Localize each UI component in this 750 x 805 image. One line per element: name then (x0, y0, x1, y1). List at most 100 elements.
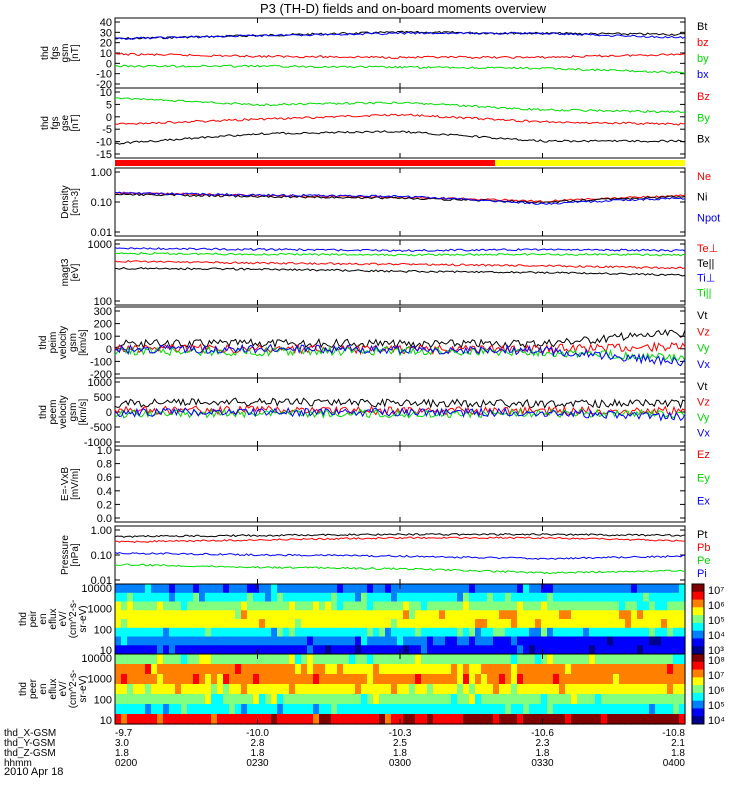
heatmap-cell (259, 601, 266, 611)
heatmap-cell (241, 636, 248, 646)
heatmap-cell (433, 592, 440, 603)
heatmap-cell (307, 584, 314, 594)
heatmap-cell (247, 610, 254, 620)
heatmap-cell (241, 592, 248, 603)
heatmap-cell (121, 704, 128, 715)
heatmap-cell (127, 654, 134, 665)
heatmap-cell (367, 584, 374, 594)
heatmap-cell (541, 627, 548, 638)
heatmap-cell (655, 601, 662, 611)
x-tick-label: -10.3 (389, 728, 412, 739)
heatmap-cell (139, 664, 146, 675)
heatmap-cell (121, 645, 128, 655)
heatmap-cell (577, 674, 584, 685)
heatmap-cell (595, 664, 602, 675)
heatmap-cell (535, 674, 542, 685)
heatmap-cell (151, 645, 158, 655)
heatmap-cell (223, 636, 230, 646)
heatmap-cell (283, 645, 290, 655)
colorbar-cell (692, 661, 704, 671)
series-line (114, 52, 685, 59)
heatmap-cell (415, 645, 422, 655)
heatmap-cell (307, 694, 314, 705)
heatmap-cell (217, 664, 224, 675)
heatmap-cell (679, 654, 686, 665)
heatmap-cell (187, 610, 194, 620)
heatmap-cell (343, 601, 350, 611)
heatmap-cell (487, 664, 494, 675)
heatmap-cell (361, 684, 368, 695)
heatmap-cell (553, 636, 560, 646)
heatmap-cell (331, 636, 338, 646)
heatmap-cell (475, 592, 482, 603)
heatmap-cell (469, 601, 476, 611)
heatmap-cell (643, 645, 650, 655)
y-tick-label: 300 (94, 306, 112, 318)
heatmap-cell (307, 636, 314, 646)
heatmap-cell (181, 674, 188, 685)
y-tick-label: 40 (100, 17, 112, 29)
heatmap-cell (595, 584, 602, 594)
heatmap-cell (637, 610, 644, 620)
heatmap-cell (373, 627, 380, 638)
colorbar-tick-label: 10⁶ (708, 600, 725, 612)
heatmap-cell (529, 601, 536, 611)
heatmap-cell (217, 619, 224, 629)
colorbar-cell (692, 685, 704, 694)
heatmap-cell (391, 592, 398, 603)
y-axis-label: [nT] (70, 44, 81, 61)
heatmap-cell (631, 664, 638, 675)
heatmap-cell (373, 645, 380, 655)
heatmap-cell (343, 627, 350, 638)
heatmap-cell (259, 714, 266, 725)
heatmap-cell (175, 601, 182, 611)
heatmap-cell (559, 610, 566, 620)
heatmap-cell (283, 601, 290, 611)
heatmap-cell (427, 584, 434, 594)
y-axis-label: thd (18, 612, 29, 626)
heatmap-cell (217, 592, 224, 603)
heatmap-cell (559, 654, 566, 665)
y-tick-label: 0.01 (91, 227, 112, 239)
heatmap-cell (607, 674, 614, 685)
heatmap-cell (403, 601, 410, 611)
heatmap-cell (253, 684, 260, 695)
heatmap-cell (463, 601, 470, 611)
heatmap-cell (571, 694, 578, 705)
heatmap-cell (391, 674, 398, 685)
heatmap-cell (499, 592, 506, 603)
heatmap-cell (427, 674, 434, 685)
heatmap-cell (505, 627, 512, 638)
heatmap-cell (379, 684, 386, 695)
heatmap-cell (475, 619, 482, 629)
heatmap-cell (481, 714, 488, 725)
heatmap-cell (475, 636, 482, 646)
heatmap-cell (547, 592, 554, 603)
heatmap-cell (223, 592, 230, 603)
heatmap-cell (505, 684, 512, 695)
heatmap-cell (523, 636, 530, 646)
heatmap-cell (493, 610, 500, 620)
heatmap-cell (643, 584, 650, 594)
heatmap-cell (595, 627, 602, 638)
heatmap-cell (367, 704, 374, 715)
heatmap-cell (505, 654, 512, 665)
legend-entry: Ey (697, 472, 710, 484)
heatmap-cell (667, 592, 674, 603)
heatmap-cell (241, 674, 248, 685)
heatmap-cell (289, 627, 296, 638)
heatmap-cell (571, 674, 578, 685)
heatmap-cell (535, 704, 542, 715)
heatmap-cell (535, 684, 542, 695)
heatmap-cell (169, 592, 176, 603)
legend-entry: Vx (697, 359, 710, 371)
heatmap-cell (673, 684, 680, 695)
heatmap-cell (637, 645, 644, 655)
heatmap-cell (151, 654, 158, 665)
heatmap-cell (355, 704, 362, 715)
heatmap-cell (643, 684, 650, 695)
heatmap-cell (319, 684, 326, 695)
heatmap-cell (373, 694, 380, 705)
heatmap-cell (277, 654, 284, 665)
heatmap-cell (451, 610, 458, 620)
